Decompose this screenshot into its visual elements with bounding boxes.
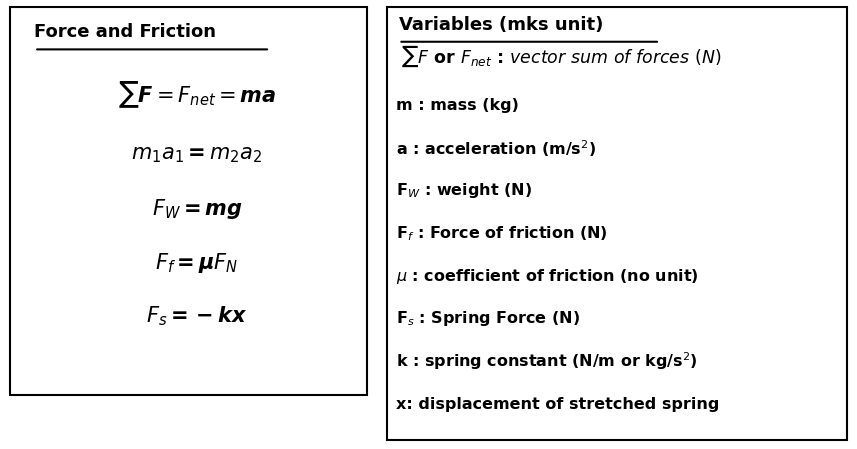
Text: F$_W$ : weight (N): F$_W$ : weight (N): [396, 181, 532, 200]
Text: Force and Friction: Force and Friction: [34, 23, 216, 41]
Bar: [387, 7, 847, 440]
Text: F$_s$ : Spring Force (N): F$_s$ : Spring Force (N): [396, 309, 580, 328]
Text: $\boldsymbol{m_1 a_1 = m_2 a_2}$: $\boldsymbol{m_1 a_1 = m_2 a_2}$: [131, 145, 263, 165]
Text: k : spring constant (N/m or kg/s$^2$): k : spring constant (N/m or kg/s$^2$): [396, 351, 698, 372]
Text: $\boldsymbol{F_s = -kx}$: $\boldsymbol{F_s = -kx}$: [147, 305, 248, 328]
Text: F$_f$ : Force of friction (N): F$_f$ : Force of friction (N): [396, 224, 608, 243]
Text: $\mu$ : coefficient of friction (no unit): $\mu$ : coefficient of friction (no unit…: [396, 267, 698, 286]
Bar: [10, 7, 367, 395]
Text: x: displacement of stretched spring: x: displacement of stretched spring: [396, 396, 719, 412]
Text: $\boldsymbol{F_W = mg}$: $\boldsymbol{F_W = mg}$: [152, 197, 243, 221]
Text: $\sum F$ or $F_{net}$ : $\mathit{vector\ sum\ of\ forces\ (N)}$: $\sum F$ or $F_{net}$ : $\mathit{vector\…: [401, 44, 722, 69]
Text: a : acceleration (m/s$^2$): a : acceleration (m/s$^2$): [396, 138, 596, 158]
Text: $\boldsymbol{F_f = \mu F_N}$: $\boldsymbol{F_f = \mu F_N}$: [155, 251, 239, 275]
Text: m : mass (kg): m : mass (kg): [396, 98, 518, 113]
Text: $\boldsymbol{\sum} \boldsymbol{F} = \boldsymbol{F_{net}} = \boldsymbol{ma}$: $\boldsymbol{\sum} \boldsymbol{F} = \bol…: [118, 79, 276, 110]
Text: Variables (mks unit): Variables (mks unit): [399, 16, 602, 34]
